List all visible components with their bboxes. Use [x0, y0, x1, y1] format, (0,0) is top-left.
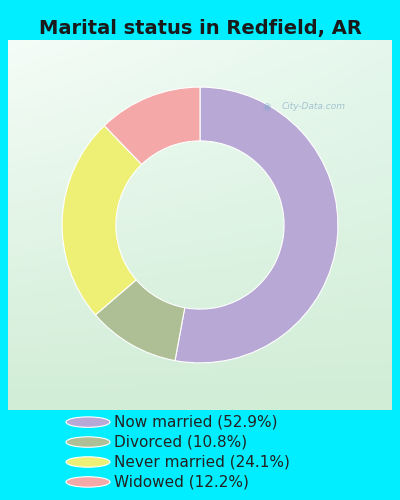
Wedge shape — [104, 87, 200, 164]
Wedge shape — [96, 280, 185, 360]
Circle shape — [66, 437, 110, 448]
Wedge shape — [175, 87, 338, 363]
Text: City-Data.com: City-Data.com — [281, 102, 345, 111]
Wedge shape — [62, 126, 142, 315]
Text: Widowed (12.2%): Widowed (12.2%) — [114, 474, 249, 490]
Circle shape — [66, 457, 110, 467]
Text: Marital status in Redfield, AR: Marital status in Redfield, AR — [38, 19, 362, 38]
Circle shape — [66, 417, 110, 428]
Text: Divorced (10.8%): Divorced (10.8%) — [114, 434, 247, 450]
Text: Never married (24.1%): Never married (24.1%) — [114, 454, 290, 469]
Text: Now married (52.9%): Now married (52.9%) — [114, 414, 278, 430]
Circle shape — [66, 476, 110, 487]
Text: ◉: ◉ — [263, 102, 271, 112]
